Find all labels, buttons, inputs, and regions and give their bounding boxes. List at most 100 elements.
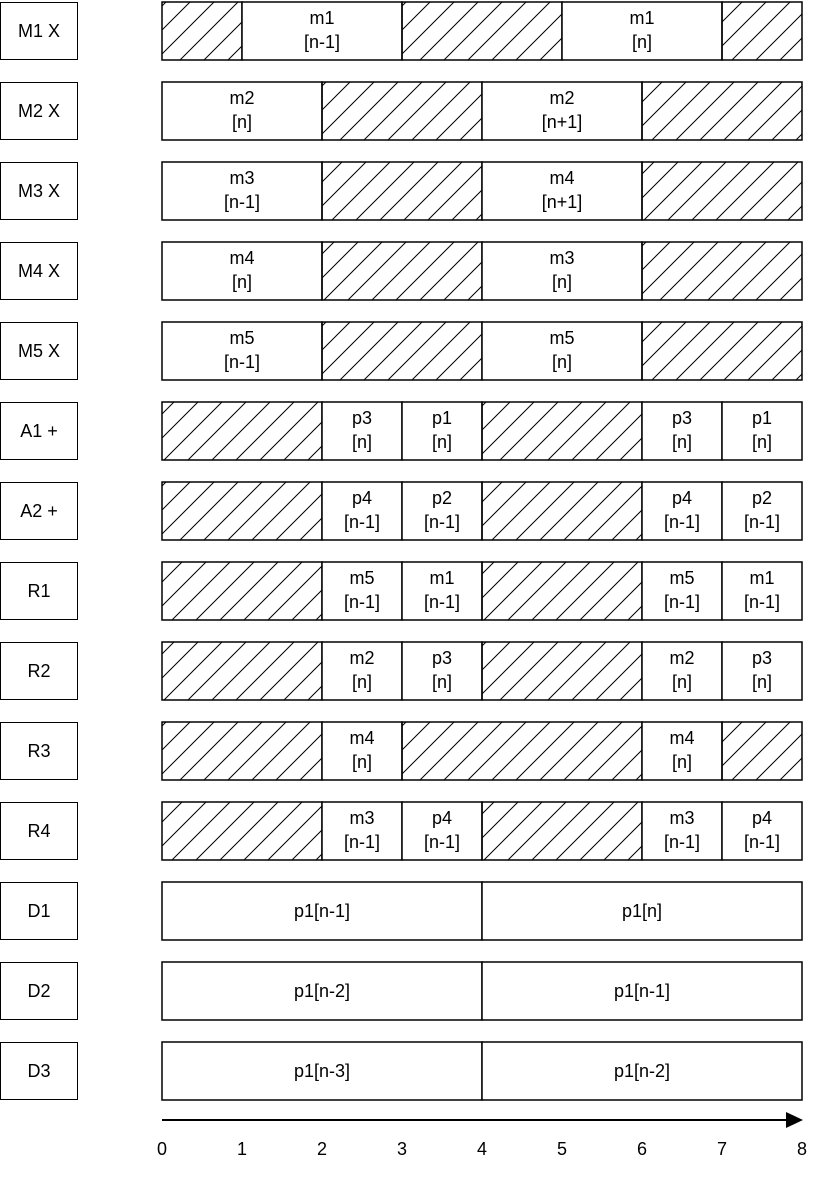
- axis-tick-label: 6: [636, 1139, 648, 1159]
- slot-text: m5: [349, 568, 374, 588]
- idle-slot: [161, 801, 323, 861]
- slot-text: m1: [749, 568, 774, 588]
- row-label: D3: [0, 1042, 78, 1100]
- slot-text: p1[n-3]: [294, 1061, 350, 1081]
- op-slot: [481, 881, 803, 941]
- slot-text: m3: [229, 168, 254, 188]
- timeline-row: m1 [n-1] m1 [n]: [161, 1, 803, 61]
- op-slot: [161, 1041, 483, 1101]
- op-slot: [721, 641, 803, 701]
- idle-slot: [161, 1, 243, 61]
- slot-text: [n]: [352, 672, 372, 692]
- timeline-row: p1[n-3] p1[n-2]: [161, 1041, 803, 1101]
- idle-slot: [321, 81, 483, 141]
- axis-tick-label: 3: [396, 1139, 408, 1159]
- op-slot: [321, 481, 403, 541]
- slot-text: m3: [669, 808, 694, 828]
- op-slot: [641, 641, 723, 701]
- slot-text: [n]: [232, 272, 252, 292]
- slot-text: [n-1]: [664, 592, 700, 612]
- op-slot: [321, 801, 403, 861]
- slot-text: m5: [669, 568, 694, 588]
- slot-text: m2: [229, 88, 254, 108]
- slot-text: [n-1]: [424, 592, 460, 612]
- idle-slot: [481, 561, 643, 621]
- slot-text: p3: [752, 648, 772, 668]
- slot-text: p1: [752, 408, 772, 428]
- slot-text: m2: [549, 88, 574, 108]
- row-label: M3 X: [0, 162, 78, 220]
- op-slot: [161, 881, 483, 941]
- idle-slot: [321, 241, 483, 301]
- idle-slot: [721, 1, 803, 61]
- idle-slot: [161, 721, 323, 781]
- slot-text: p1[n-2]: [294, 981, 350, 1001]
- timeline-row: m3 [n-1] p4 [n-1] m3 [n-1] p4 [n-1]: [161, 801, 803, 861]
- slot-text: p1: [432, 408, 452, 428]
- axis-tick-label: 7: [716, 1139, 728, 1159]
- op-slot: [721, 801, 803, 861]
- slot-text: [n]: [552, 352, 572, 372]
- timeline-row: m3 [n-1] m4 [n+1]: [161, 161, 803, 221]
- timeline-row: p3 [n] p1 [n] p3 [n] p1 [n]: [161, 401, 803, 461]
- slot-text: [n-1]: [304, 32, 340, 52]
- op-slot: [321, 561, 403, 621]
- row-label: M2 X: [0, 82, 78, 140]
- op-slot: [321, 641, 403, 701]
- axis-tick-label: 2: [316, 1139, 328, 1159]
- idle-slot: [641, 81, 803, 141]
- slot-text: [n]: [432, 432, 452, 452]
- slot-text: [n-1]: [664, 512, 700, 532]
- slot-text: m1: [429, 568, 454, 588]
- slot-text: m5: [549, 328, 574, 348]
- op-slot: [481, 1041, 803, 1101]
- idle-slot: [401, 721, 643, 781]
- row-label: D2: [0, 962, 78, 1020]
- slot-text: p4: [752, 808, 772, 828]
- timeline-row: m4 [n] m3 [n]: [161, 241, 803, 301]
- slot-text: m4: [229, 248, 254, 268]
- slot-text: m1: [629, 8, 654, 28]
- op-slot: [721, 401, 803, 461]
- slot-text: [n]: [752, 432, 772, 452]
- axis-tick-label: 5: [556, 1139, 568, 1159]
- op-slot: [321, 721, 403, 781]
- slot-text: p4: [672, 488, 692, 508]
- slot-text: m4: [669, 728, 694, 748]
- slot-text: [n-1]: [664, 832, 700, 852]
- op-slot: [481, 161, 643, 221]
- slot-text: m2: [669, 648, 694, 668]
- slot-text: [n]: [672, 432, 692, 452]
- slot-text: [n-1]: [744, 512, 780, 532]
- op-slot: [641, 401, 723, 461]
- slot-text: p2: [752, 488, 772, 508]
- slot-text: p3: [432, 648, 452, 668]
- slot-text: p4: [352, 488, 372, 508]
- slot-text: [n-1]: [344, 592, 380, 612]
- timeline-row: m5 [n-1] m5 [n]: [161, 321, 803, 381]
- row-label: R4: [0, 802, 78, 860]
- row-label: A2 +: [0, 482, 78, 540]
- slot-text: m5: [229, 328, 254, 348]
- axis-tick-label: 4: [476, 1139, 488, 1159]
- row-label: R3: [0, 722, 78, 780]
- axis-arrowhead: [786, 1112, 803, 1128]
- time-axis: [162, 1112, 803, 1128]
- slot-text: [n]: [232, 112, 252, 132]
- slot-text: [n+1]: [542, 192, 583, 212]
- slot-text: p3: [352, 408, 372, 428]
- axis-tick-label: 1: [236, 1139, 248, 1159]
- slot-text: [n-1]: [424, 512, 460, 532]
- slot-text: [n-1]: [224, 352, 260, 372]
- op-slot: [481, 241, 643, 301]
- op-slot: [321, 401, 403, 461]
- slot-text: [n]: [672, 672, 692, 692]
- idle-slot: [481, 641, 643, 701]
- row-label: R2: [0, 642, 78, 700]
- op-slot: [161, 321, 323, 381]
- idle-slot: [481, 801, 643, 861]
- op-slot: [641, 801, 723, 861]
- slot-text: m4: [349, 728, 374, 748]
- slot-text: m3: [349, 808, 374, 828]
